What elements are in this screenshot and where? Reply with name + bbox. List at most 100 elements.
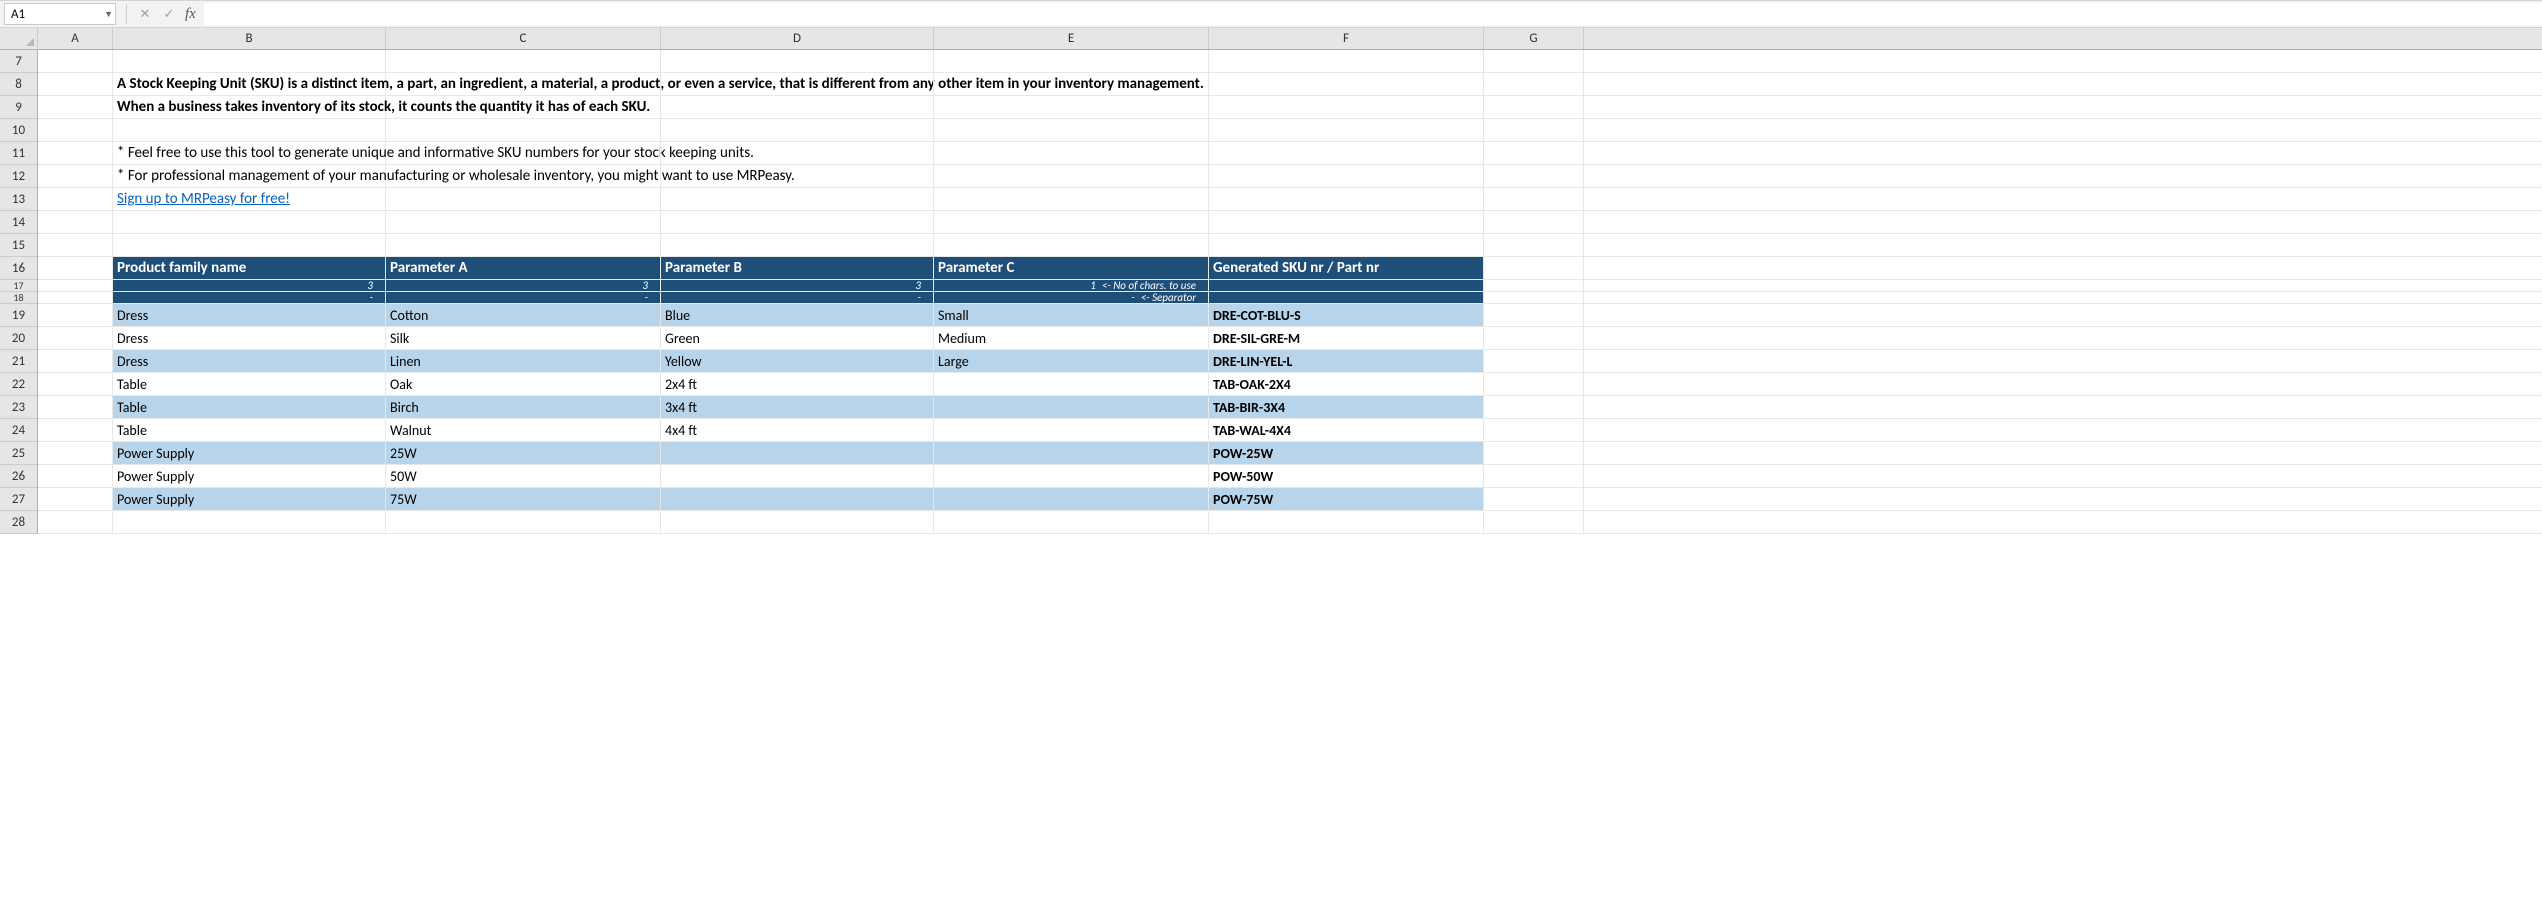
- enter-formula-icon[interactable]: ✓: [157, 2, 181, 26]
- cell[interactable]: [1209, 188, 1484, 210]
- cancel-formula-icon[interactable]: ✕: [133, 2, 157, 26]
- cell[interactable]: [1484, 396, 1584, 418]
- cell[interactable]: [1484, 304, 1584, 326]
- cell[interactable]: [38, 50, 113, 72]
- cell[interactable]: [1484, 188, 1584, 210]
- row-header[interactable]: 26: [0, 465, 37, 488]
- col-header-C[interactable]: C: [386, 28, 661, 49]
- cell-param-a[interactable]: Silk: [386, 327, 661, 349]
- cell[interactable]: [1484, 373, 1584, 395]
- cell[interactable]: [38, 292, 113, 303]
- cell[interactable]: [38, 188, 113, 210]
- cell[interactable]: [113, 511, 386, 533]
- cell[interactable]: [38, 234, 113, 256]
- cell[interactable]: [1209, 234, 1484, 256]
- cell[interactable]: [1484, 234, 1584, 256]
- cell[interactable]: [1209, 142, 1484, 164]
- col-header-A[interactable]: A: [38, 28, 113, 49]
- cell[interactable]: [113, 119, 386, 141]
- cell[interactable]: [386, 50, 661, 72]
- cell[interactable]: [1484, 73, 1584, 95]
- cell[interactable]: [38, 257, 113, 279]
- cell[interactable]: [1209, 511, 1484, 533]
- col-header-D[interactable]: D: [661, 28, 934, 49]
- cell-param-b[interactable]: [661, 465, 934, 487]
- cell[interactable]: 3: [386, 280, 661, 291]
- cell[interactable]: [934, 50, 1209, 72]
- cell[interactable]: -: [386, 292, 661, 303]
- cell[interactable]: [1209, 50, 1484, 72]
- cell[interactable]: [661, 234, 934, 256]
- row-header[interactable]: 11: [0, 142, 37, 165]
- cell-sku[interactable]: DRE-COT-BLU-S: [1209, 304, 1484, 326]
- col-header-G[interactable]: G: [1484, 28, 1584, 49]
- cell[interactable]: -: [113, 292, 386, 303]
- cell[interactable]: [38, 119, 113, 141]
- cell[interactable]: [38, 511, 113, 533]
- cell-sku[interactable]: POW-75W: [1209, 488, 1484, 510]
- cell-param-c[interactable]: [934, 396, 1209, 418]
- cell[interactable]: [1484, 211, 1584, 233]
- cell[interactable]: -: [661, 292, 934, 303]
- row-header[interactable]: 23: [0, 396, 37, 419]
- cell[interactable]: [38, 73, 113, 95]
- cell[interactable]: [934, 188, 1209, 210]
- cell[interactable]: [1484, 96, 1584, 118]
- cell[interactable]: [386, 234, 661, 256]
- cell[interactable]: [1484, 50, 1584, 72]
- cell[interactable]: [38, 142, 113, 164]
- cell-param-b[interactable]: Blue: [661, 304, 934, 326]
- cell-param-b[interactable]: Green: [661, 327, 934, 349]
- col-header-B[interactable]: B: [113, 28, 386, 49]
- cell[interactable]: -<- Separator: [934, 292, 1209, 303]
- row-header[interactable]: 20: [0, 327, 37, 350]
- cell[interactable]: [38, 165, 113, 187]
- cell[interactable]: [1484, 511, 1584, 533]
- cell[interactable]: [934, 73, 1209, 95]
- signup-link-cell[interactable]: Sign up to MRPeasy for free!: [113, 188, 386, 210]
- formula-input[interactable]: [204, 3, 2542, 25]
- cell[interactable]: 3: [113, 280, 386, 291]
- cell[interactable]: [661, 96, 934, 118]
- cell[interactable]: [1209, 280, 1484, 291]
- cell-sku[interactable]: POW-50W: [1209, 465, 1484, 487]
- cell-sku[interactable]: TAB-WAL-4X4: [1209, 419, 1484, 441]
- cell-param-a[interactable]: 50W: [386, 465, 661, 487]
- cell[interactable]: [38, 211, 113, 233]
- cell[interactable]: [661, 211, 934, 233]
- cell-param-a[interactable]: 25W: [386, 442, 661, 464]
- intro-line2[interactable]: When a business takes inventory of its s…: [113, 96, 386, 118]
- cell-sku[interactable]: DRE-SIL-GRE-M: [1209, 327, 1484, 349]
- cell[interactable]: [934, 511, 1209, 533]
- th-param-c[interactable]: Parameter C: [934, 257, 1209, 279]
- cell[interactable]: [934, 165, 1209, 187]
- cell[interactable]: [386, 188, 661, 210]
- cell[interactable]: [386, 165, 661, 187]
- cell[interactable]: [386, 142, 661, 164]
- row-header[interactable]: 13: [0, 188, 37, 211]
- cell[interactable]: [661, 165, 934, 187]
- cell[interactable]: [38, 488, 113, 510]
- cell[interactable]: [38, 327, 113, 349]
- row-header[interactable]: 25: [0, 442, 37, 465]
- cell[interactable]: [1209, 119, 1484, 141]
- row-header[interactable]: 27: [0, 488, 37, 511]
- cell[interactable]: [1484, 465, 1584, 487]
- row-header[interactable]: 21: [0, 350, 37, 373]
- cell-param-b[interactable]: 3x4 ft: [661, 396, 934, 418]
- row-header[interactable]: 12: [0, 165, 37, 188]
- bullet2[interactable]: * For professional management of your ma…: [113, 165, 386, 187]
- cell[interactable]: [1209, 211, 1484, 233]
- fx-icon[interactable]: fx: [185, 6, 196, 23]
- cell-family[interactable]: Power Supply: [113, 442, 386, 464]
- row-header[interactable]: 8: [0, 73, 37, 96]
- row-header[interactable]: 18: [0, 292, 37, 304]
- cell-param-c[interactable]: [934, 488, 1209, 510]
- col-header-F[interactable]: F: [1209, 28, 1484, 49]
- cell[interactable]: [934, 234, 1209, 256]
- cell-param-c[interactable]: Small: [934, 304, 1209, 326]
- cell[interactable]: [1484, 419, 1584, 441]
- cell[interactable]: [38, 373, 113, 395]
- cell[interactable]: [1209, 165, 1484, 187]
- cell[interactable]: [113, 234, 386, 256]
